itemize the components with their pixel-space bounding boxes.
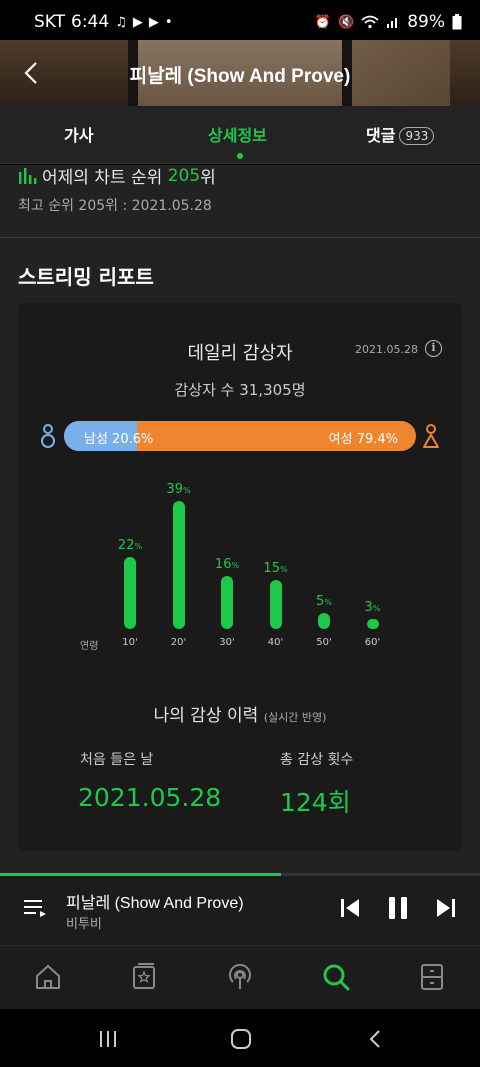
page-title: 피날레 (Show And Prove) (129, 66, 351, 87)
male-icon (41, 424, 55, 448)
age-bar-2 (221, 576, 233, 629)
alarm-icon: ⏰ (314, 14, 332, 30)
first-listened-label: 처음 들은 날 (80, 752, 154, 768)
chart-rank-number: 205 (167, 165, 201, 186)
status-left: SKT 6:44 ♫ ▶ ▶ • (34, 12, 173, 32)
listener-count: 감상자 수 31,305명 (174, 381, 306, 399)
first-listened-date: 2021.05.28 (78, 783, 222, 812)
age-bar-label-4: 5% (316, 594, 332, 609)
streaming-report-title: 스트리밍 리포트 (18, 265, 154, 289)
daily-listener-card: 데일리 감상자 2021.05.28 i 감상자 수 31,305명 남성 20… (18, 303, 462, 851)
header-art-frame (128, 40, 352, 106)
mute-icon: 🔇 (338, 14, 355, 30)
best-rank: 최고 순위 205위 : 2021.05.28 (18, 198, 212, 214)
age-bar-label-5: 3% (364, 600, 381, 615)
info-icon[interactable]: i (425, 340, 442, 357)
age-tick-label-2: 30' (219, 637, 235, 648)
play-notification-icon: ▶ (132, 14, 143, 30)
tab-bar: 가사 상세정보 댓글 933 (0, 106, 480, 164)
age-bar-label-1: 39% (166, 482, 191, 497)
tab-comments[interactable]: 댓글 933 (366, 122, 435, 146)
clock: 6:44 (71, 12, 110, 32)
tab-comments-label: 댓글 (366, 126, 396, 145)
female-share-label: 여성 79.4% (328, 432, 398, 447)
age-bar-3 (269, 580, 282, 629)
player-song-title[interactable]: 피날레 (Show And Prove) (66, 895, 244, 912)
male-share-fill (64, 421, 137, 451)
age-distribution-chart: 연령 10' 20' 30' 40' 50' 60' 22% 39% 16% 15% 5% 3% (18, 473, 462, 653)
storage-box-icon[interactable] (417, 962, 447, 992)
previous-track-icon[interactable] (338, 895, 362, 921)
carrier-label: SKT (34, 12, 66, 32)
home-button-icon[interactable] (229, 1027, 253, 1051)
tab-lyrics[interactable]: 가사 (64, 126, 94, 145)
battery-icon (452, 14, 462, 30)
age-bar-0 (124, 557, 136, 629)
details-content: 어제의 차트 순위 205 위 최고 순위 205위 : 2021.05.28 스… (0, 165, 480, 877)
daily-listener-title: 데일리 감상자 (187, 343, 293, 364)
chart-rank-suffix: 위 (200, 168, 216, 188)
more-notifications-icon: • (164, 14, 173, 30)
next-track-icon[interactable] (434, 895, 458, 921)
total-plays-value: 124회 (280, 788, 351, 817)
chart-rank: 어제의 차트 순위 205 위 (18, 165, 216, 188)
age-bar-5 (366, 619, 379, 629)
age-axis-title: 연령 (80, 641, 99, 652)
age-bar-label-2: 16% (214, 557, 240, 572)
search-icon[interactable] (321, 962, 351, 992)
status-bar: SKT 6:44 ♫ ▶ ▶ • ⏰ 🔇 89% (0, 0, 480, 44)
age-bar-4 (318, 613, 330, 629)
history-title-text: 나의 감상 이력 (153, 706, 259, 726)
play-notification-icon-2: ▶ (148, 14, 159, 30)
history-realtime-note: (실시간 반영) (263, 711, 327, 724)
playlist-queue-icon[interactable] (22, 895, 48, 921)
gender-ratio: 남성 20.6% 여성 79.4% (18, 419, 462, 453)
male-share-label: 남성 20.6% (84, 432, 154, 447)
age-tick-label-0: 10' (122, 637, 138, 648)
chart-rank-prefix: 어제의 차트 순위 (42, 168, 163, 188)
signal-icon (387, 18, 398, 28)
age-bar-label-0: 22% (117, 538, 143, 553)
gender-bar: 남성 20.6% 여성 79.4% (64, 421, 416, 451)
age-tick-label-3: 40' (267, 637, 284, 648)
header-shade (0, 40, 480, 106)
recent-apps-icon[interactable] (96, 1027, 120, 1051)
music-notification-icon: ♫ (115, 14, 127, 30)
section-divider (0, 237, 480, 238)
playback-progress-fill (0, 873, 281, 876)
age-tick-label-1: 20' (170, 637, 187, 648)
battery-percent: 89% (407, 12, 445, 32)
radio-icon[interactable] (225, 962, 255, 992)
library-icon[interactable] (129, 962, 159, 992)
mini-player[interactable]: 피날레 (Show And Prove) 비투비 (0, 873, 480, 945)
tab-details[interactable]: 상세정보 (208, 126, 267, 145)
home-icon[interactable] (33, 962, 63, 992)
song-header: 피날레 (Show And Prove) (0, 40, 480, 106)
player-artist[interactable]: 비투비 (66, 917, 102, 932)
age-bar-label-3: 15% (263, 561, 288, 576)
age-tick-label-4: 50' (316, 637, 332, 648)
wifi-icon (361, 15, 379, 29)
total-plays-label: 총 감상 횟수 (280, 752, 354, 768)
listening-history-title: 나의 감상 이력 (실시간 반영) (18, 701, 462, 726)
age-tick-label-5: 60' (364, 637, 381, 648)
system-navigation-bar (0, 1009, 480, 1067)
female-icon (423, 424, 439, 448)
age-axis: 연령 10' 20' 30' 40' 50' 60' (18, 637, 462, 653)
bottom-navigation (0, 945, 480, 1009)
system-back-icon[interactable] (364, 1027, 388, 1051)
age-bar-1 (172, 501, 185, 629)
comment-count-badge: 933 (399, 127, 435, 145)
active-tab-indicator (237, 153, 243, 159)
back-arrow-icon[interactable] (18, 58, 48, 88)
report-date: 2021.05.28 (355, 343, 418, 356)
chart-rank-icon (19, 167, 37, 184)
status-right: ⏰ 🔇 89% (315, 12, 462, 32)
pause-icon[interactable] (386, 895, 410, 921)
